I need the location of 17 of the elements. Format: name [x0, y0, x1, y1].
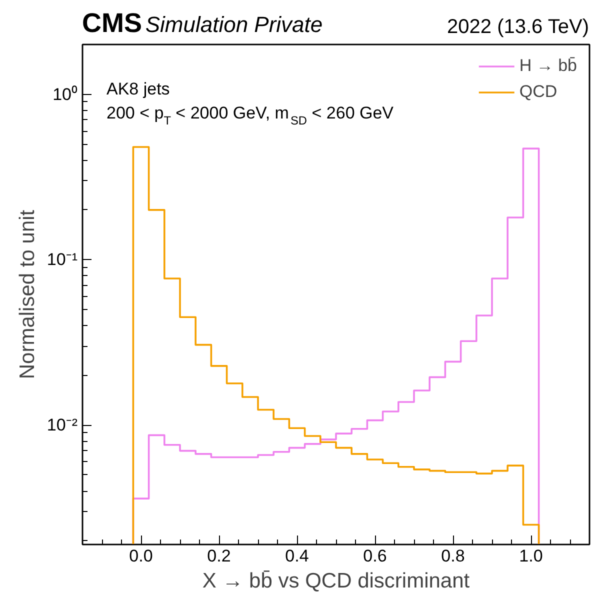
chart-subtitle: Simulation Private: [145, 12, 323, 37]
x-tick-label: 1.0: [519, 546, 543, 566]
annotation: AK8 jets: [106, 80, 170, 98]
x-tick-label: 0.6: [363, 546, 387, 566]
y-tick-label: 10⁻¹: [46, 250, 78, 270]
x-tick-label: 0.4: [285, 546, 309, 566]
y-tick-label: 10⁻²: [46, 416, 78, 435]
x-axis-title: X → bb̄ vs QCD discriminant: [202, 570, 470, 592]
chart-title: CMS: [82, 8, 142, 38]
x-tick-label: 0.0: [129, 546, 153, 566]
x-tick-label: 0.8: [441, 546, 465, 566]
y-tick-label: 10⁰: [52, 84, 78, 104]
x-tick-label: 0.2: [207, 546, 231, 566]
y-axis-title: Normalised to unit: [16, 210, 39, 380]
text: 2022 (13.6 TeV): [447, 16, 589, 38]
legend-label: QCD: [519, 82, 558, 102]
legend-label: H → bb̄: [519, 56, 577, 76]
